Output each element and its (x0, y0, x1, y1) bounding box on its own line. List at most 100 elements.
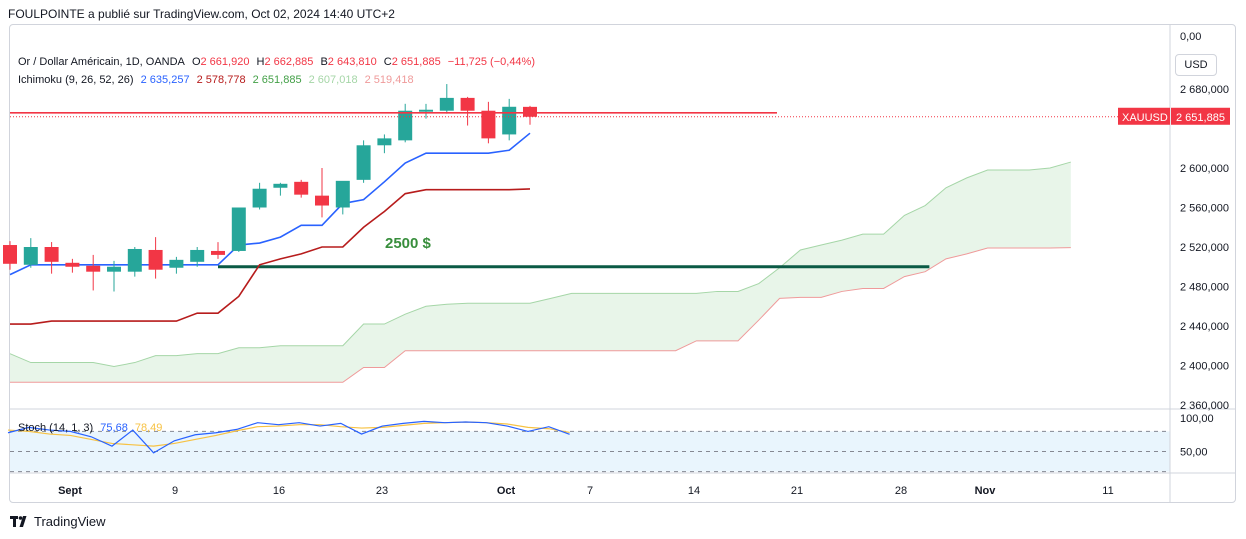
candle-body (252, 188, 267, 208)
stoch-d-value: 78,49 (134, 422, 163, 434)
candle-body (44, 247, 59, 262)
high-value: H2 662,885 (256, 56, 314, 68)
candle[interactable] (190, 247, 205, 267)
open-value: O2 661,920 (191, 56, 250, 68)
time-tick-label: 7 (587, 485, 593, 497)
candle[interactable] (252, 182, 267, 210)
candle[interactable] (356, 140, 371, 183)
close-value: C2 651,885 (383, 56, 441, 68)
candle[interactable] (148, 237, 163, 279)
stoch-k-line (7, 420, 570, 454)
stoch-label: Stoch (14, 1, 3) (18, 422, 94, 434)
price-tick-label: 2 560,000 (1180, 203, 1229, 215)
last-price-line (10, 111, 1170, 118)
candle[interactable] (460, 96, 475, 126)
stoch-tick-label: 50,00 (1180, 447, 1208, 459)
publish-attribution: FOULPOINTE a publié sur TradingView.com,… (8, 7, 395, 21)
candle-body (315, 195, 329, 206)
candle[interactable] (107, 260, 121, 292)
candle[interactable] (273, 182, 288, 196)
span-a-value: 2 607,018 (308, 74, 358, 86)
candle[interactable] (398, 103, 413, 143)
ohlc-legend: Or / Dollar Américain, 1D, OANDA O2 661,… (18, 56, 539, 68)
candle-body (169, 259, 184, 268)
kijun-value: 2 578,778 (196, 74, 246, 86)
price-tick-label: 2 360,000 (1180, 400, 1229, 412)
price-tick-label: 2 400,000 (1180, 361, 1229, 373)
candles (3, 84, 537, 292)
candle[interactable] (23, 238, 38, 268)
candle[interactable] (481, 101, 496, 144)
price-tick-label: 2 520,000 (1180, 242, 1229, 254)
time-tick-label: Oct (497, 485, 516, 497)
candle-body (127, 248, 142, 272)
candle[interactable] (65, 258, 80, 273)
low-value: B2 643,810 (320, 56, 377, 68)
time-tick-label: Nov (975, 485, 997, 497)
price-axis-top-label: 0,00 (1180, 31, 1201, 43)
stoch-k-value: 75,68 (100, 422, 128, 434)
candle-body (481, 110, 496, 139)
time-tick-label: 11 (1102, 485, 1113, 497)
candle[interactable] (127, 247, 142, 277)
stoch-tick-label: 100,00 (1180, 413, 1214, 425)
candle-body (231, 207, 246, 251)
level-annotation: 2500 $ (385, 235, 432, 252)
candle-body (107, 266, 121, 272)
candle-body (86, 265, 101, 272)
tradingview-logo[interactable]: TradingView (10, 514, 106, 529)
candle[interactable] (169, 256, 184, 274)
candle[interactable] (502, 98, 517, 141)
candle[interactable] (231, 207, 246, 252)
candle-body (356, 145, 371, 180)
candle[interactable] (3, 241, 17, 270)
kijun-line (10, 188, 531, 325)
candle-body (398, 110, 413, 141)
change-value: −11,725 (−0,44%) (447, 56, 535, 68)
last-price-tag: 2 651,885 (1176, 112, 1225, 124)
price-tick-label: 2 440,000 (1180, 321, 1229, 333)
candle-body (273, 183, 288, 188)
candle-body (439, 97, 454, 111)
currency-button[interactable]: USD (1175, 54, 1217, 76)
span-b-value: 2 519,418 (364, 74, 414, 86)
candle[interactable] (44, 242, 59, 274)
candle[interactable] (419, 103, 433, 119)
tradingview-logo-icon (10, 515, 27, 527)
candle[interactable] (86, 254, 101, 291)
time-tick-label: 21 (791, 485, 803, 497)
price-tick-label: 2 680,000 (1180, 84, 1229, 96)
candle-body (419, 109, 433, 112)
candle-body (335, 180, 350, 208)
candle-body (523, 106, 537, 117)
candle[interactable] (335, 180, 350, 215)
span-a-line (9, 161, 1071, 367)
level-2500-line: 2500 $ (218, 235, 930, 269)
candle[interactable] (523, 105, 537, 125)
candle[interactable] (377, 134, 392, 154)
candle-body (294, 181, 309, 195)
candle-body (502, 106, 517, 135)
price-tick-label: 2 600,000 (1180, 163, 1229, 175)
candle[interactable] (315, 168, 329, 218)
candle-body (211, 250, 225, 255)
ichimoku-lines (9, 132, 531, 325)
candle-body (148, 249, 163, 270)
tenkan-value: 2 635,257 (140, 74, 190, 86)
last-price-tag-bg (1171, 107, 1230, 125)
candle-body (23, 247, 38, 265)
candle[interactable] (439, 84, 454, 114)
candle[interactable] (211, 242, 225, 259)
time-tick-label: 9 (172, 485, 178, 497)
price-tick-label: 2 480,000 (1180, 282, 1229, 294)
time-tick-label: 28 (895, 485, 907, 497)
candle-body (190, 249, 205, 262)
cloud-fill (10, 162, 1071, 383)
time-tick-label: 23 (376, 485, 388, 497)
candle[interactable] (294, 179, 309, 198)
footer-brand: TradingView (34, 514, 106, 529)
ichimoku-cloud (9, 161, 1071, 383)
symbol-title: Or / Dollar Américain, 1D, OANDA (18, 56, 185, 68)
candle-body (377, 138, 392, 146)
